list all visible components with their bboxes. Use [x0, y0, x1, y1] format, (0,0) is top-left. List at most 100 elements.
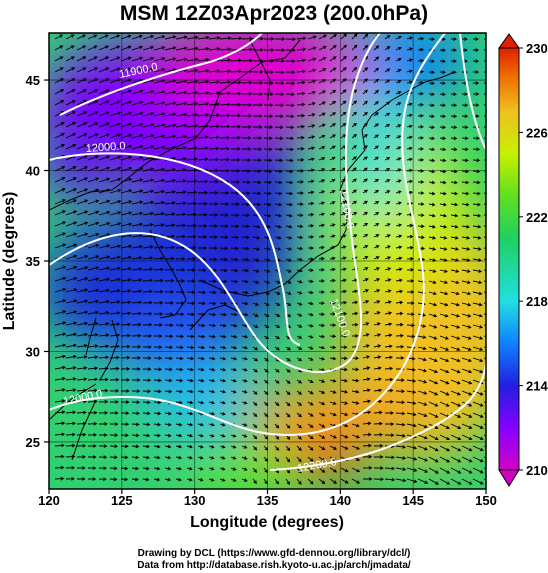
wind-arrow	[351, 334, 359, 338]
wind-arrow	[186, 466, 193, 471]
wind-arrow	[98, 422, 108, 426]
wind-arrow	[296, 423, 302, 429]
wind-arrow	[65, 133, 77, 139]
wind-arrow	[76, 343, 88, 348]
wind-arrow	[175, 256, 186, 261]
wind-arrow	[230, 69, 243, 74]
wind-arrow	[131, 189, 144, 194]
wind-arrow	[384, 300, 392, 304]
wind-arrow	[208, 235, 218, 239]
wind-arrow	[439, 390, 450, 396]
wind-arrow	[197, 433, 204, 438]
wind-arrow	[428, 92, 435, 97]
footer-credit-data: Data from http://database.rish.kyoto-u.a…	[137, 560, 411, 571]
wind-arrow	[252, 92, 264, 96]
wind-arrow	[186, 79, 199, 84]
wind-arrow	[450, 103, 458, 108]
wind-arrow	[109, 67, 121, 73]
wind-arrow	[131, 233, 143, 238]
wind-arrow	[98, 89, 110, 95]
wind-arrow	[461, 302, 472, 307]
wind-arrow	[263, 269, 271, 273]
wind-arrow	[263, 324, 270, 328]
wind-arrow	[450, 136, 458, 141]
wind-arrow	[318, 112, 326, 117]
wind-arrow	[120, 344, 131, 349]
wind-arrow	[373, 311, 381, 315]
wind-arrow	[417, 478, 429, 484]
wind-arrow	[241, 125, 252, 129]
wind-arrow	[428, 390, 439, 396]
wind-arrow	[340, 378, 349, 383]
wind-arrow	[164, 356, 173, 361]
y-tick-label: 40	[26, 164, 40, 179]
wind-arrow	[274, 169, 283, 174]
wind-arrow	[483, 203, 486, 205]
wind-arrow	[197, 179, 209, 184]
wind-arrow	[153, 433, 161, 438]
wind-arrow	[121, 389, 130, 393]
wind-arrow	[263, 357, 269, 362]
wind-arrow	[472, 401, 484, 407]
wind-arrow	[197, 57, 210, 62]
wind-arrow	[230, 378, 237, 383]
wind-arrow	[285, 158, 294, 163]
x-tick-label: 135	[257, 493, 279, 508]
wind-arrow	[186, 179, 198, 184]
wind-arrow	[153, 112, 166, 117]
wind-arrow	[65, 332, 78, 337]
wind-arrow	[439, 379, 450, 385]
wind-arrow	[285, 114, 295, 119]
wind-arrow	[76, 432, 87, 437]
wind-arrow	[76, 455, 87, 459]
wind-arrow	[164, 212, 176, 216]
wind-arrow	[197, 290, 207, 295]
wind-arrow	[263, 478, 268, 485]
wind-arrow	[340, 100, 347, 106]
wind-arrow	[219, 168, 230, 173]
wind-arrow	[384, 79, 391, 84]
wind-arrow	[219, 47, 232, 52]
wind-arrow	[98, 277, 111, 282]
wind-arrow	[109, 466, 118, 471]
wind-arrow	[120, 100, 133, 106]
wind-arrow	[373, 377, 383, 382]
wind-arrow	[285, 169, 294, 174]
wind-arrow	[241, 412, 248, 416]
wind-arrow	[318, 101, 326, 106]
wind-arrow	[131, 267, 143, 271]
wind-arrow	[197, 35, 210, 40]
wind-arrow	[461, 114, 469, 119]
wind-arrow	[208, 146, 220, 151]
wind-arrow	[395, 190, 402, 194]
wind-arrow	[197, 124, 210, 128]
wind-arrow	[252, 324, 259, 328]
wind-arrow	[87, 144, 99, 150]
wind-arrow	[142, 300, 153, 305]
wind-arrow	[362, 388, 371, 393]
wind-arrow	[395, 179, 402, 183]
wind-arrow	[87, 444, 97, 448]
wind-arrow	[472, 291, 483, 296]
wind-arrow	[461, 434, 473, 441]
wind-arrow	[439, 81, 446, 86]
wind-arrow	[472, 37, 479, 41]
wind-arrow	[318, 68, 327, 73]
wind-arrow	[252, 103, 263, 107]
wind-arrow	[142, 322, 153, 327]
wind-arrow	[296, 169, 305, 173]
wind-arrow	[307, 301, 314, 306]
wind-arrow	[285, 103, 295, 108]
wind-arrow	[329, 67, 337, 73]
wind-arrow	[252, 313, 259, 317]
wind-arrow	[296, 335, 303, 339]
wind-arrow	[120, 189, 133, 194]
wind-arrow	[120, 89, 133, 95]
wind-arrow	[340, 256, 347, 261]
wind-arrow	[296, 36, 307, 41]
wind-arrow	[362, 44, 369, 51]
wind-arrow	[439, 434, 451, 441]
wind-arrow	[417, 357, 427, 362]
wind-arrow	[186, 112, 199, 117]
wind-arrow	[296, 313, 303, 317]
